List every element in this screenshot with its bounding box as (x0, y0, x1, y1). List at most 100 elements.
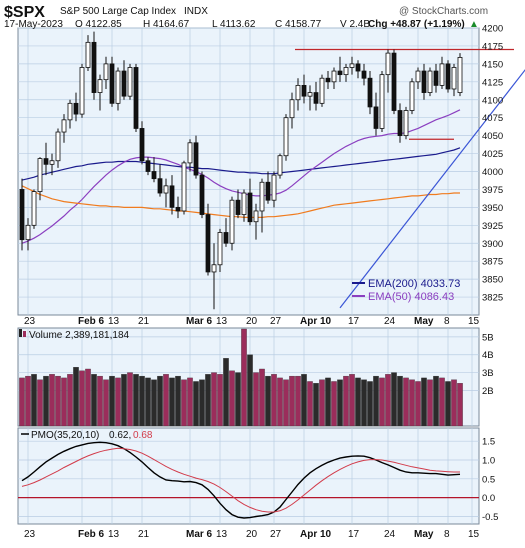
volume-bar (367, 381, 373, 427)
candle-body (67, 102, 73, 121)
volume-bar (19, 377, 25, 427)
candle-body (325, 77, 331, 83)
date-tick-label: 13 (216, 529, 228, 540)
candle-body (37, 158, 43, 192)
volume-bar (331, 381, 337, 427)
volume-bar (175, 375, 181, 427)
volume-label-box-2 (23, 331, 26, 337)
candle-body (451, 67, 457, 90)
date-tick-label: May (414, 316, 434, 327)
date-tick-label: 15 (468, 316, 480, 327)
candle-body (43, 158, 49, 165)
volume-bar (289, 375, 295, 427)
change-value: Chg +48.87 (+1.19%) (368, 19, 465, 30)
volume-bar (265, 375, 271, 427)
volume-y-axis: 2B 3B 4B 5B (482, 332, 494, 396)
volume-tick-label: 2B (482, 386, 494, 397)
volume-bar (193, 381, 199, 427)
pmo-tick-label: 1.0 (482, 456, 495, 467)
candle-body (331, 70, 337, 83)
volume-bar (283, 379, 289, 427)
date-tick-label: 17 (348, 529, 360, 540)
volume-bar (307, 381, 313, 427)
candle-body (277, 155, 283, 176)
candle-body (61, 119, 67, 133)
date-tick-label: 13 (108, 529, 120, 540)
candle-body (175, 206, 181, 212)
candle-body (109, 63, 115, 104)
candle-body (199, 174, 205, 215)
volume-bar (403, 377, 409, 427)
candle-body (127, 67, 133, 97)
date-label: 17-May-2023 (4, 19, 63, 30)
volume-bar (151, 379, 157, 427)
volume-tick-label: 3B (482, 368, 494, 379)
volume-tick-label: 5B (482, 332, 494, 343)
ema50-line (21, 109, 461, 244)
candle-body (247, 192, 253, 223)
volume-label-box (19, 329, 22, 337)
pmo-value-2: 0.68 (133, 430, 153, 441)
volume-tick-label: 4B (482, 350, 494, 361)
change-up-arrow-icon: ▲ (469, 19, 479, 30)
date-tick-label: 20 (246, 316, 258, 327)
orange-ma-line (21, 185, 460, 218)
volume-bar (205, 374, 211, 427)
price-y-axis: 3825 3850 3875 3900 3925 3950 3975 4000 4025 4050… (482, 24, 503, 304)
volume-bar (199, 379, 205, 427)
volume-bar (91, 374, 97, 427)
volume-bar (433, 375, 439, 427)
volume-label: Volume 2,389,181,184 (29, 330, 130, 341)
volume-bar (139, 375, 145, 427)
date-tick-label: 27 (270, 316, 282, 327)
candle-body (145, 160, 151, 172)
candle-body (223, 232, 229, 244)
date-tick-label: 8 (444, 316, 450, 327)
volume-bar (115, 377, 121, 427)
volume-bar (109, 375, 115, 427)
volume-value: V 2.4B (340, 19, 370, 30)
candle-body (115, 70, 121, 104)
date-tick-label: Feb 6 (78, 316, 105, 327)
pmo-line (21, 441, 461, 519)
index-name: S&P 500 Large Cap Index (60, 6, 176, 17)
candle-body (31, 191, 37, 226)
close-value: C 4158.77 (275, 19, 322, 30)
price-tick-label: 3975 (482, 185, 503, 196)
low-value: L 4113.62 (212, 19, 256, 30)
candle-body (415, 70, 421, 83)
candle-body (385, 52, 391, 76)
exchange-label: INDX (184, 6, 208, 17)
volume-bar (37, 379, 43, 427)
volume-bar (421, 377, 427, 427)
volume-bar (439, 377, 445, 427)
candle-body (439, 63, 445, 86)
volume-bar (391, 372, 397, 427)
volume-bar (415, 381, 421, 427)
candle-body (259, 181, 265, 212)
volume-bar (457, 383, 463, 427)
volume-bar (319, 379, 325, 427)
volume-bar (157, 375, 163, 427)
candle-body (181, 162, 187, 212)
candle-body (187, 142, 193, 164)
candle-body (319, 77, 325, 104)
pmo-tick-label: 1.5 (482, 437, 495, 448)
candle-body (349, 63, 355, 68)
date-tick-label: 24 (384, 316, 396, 327)
volume-bar (301, 374, 307, 427)
candle-body (211, 264, 217, 273)
candle-body (379, 74, 385, 129)
candle-body (19, 189, 25, 241)
candle-body (421, 70, 427, 93)
date-tick-label: 15 (468, 529, 480, 540)
candle-body (121, 70, 127, 97)
volume-bar (253, 372, 259, 427)
candle-body (283, 117, 289, 157)
watermark: @ StockCharts.com (399, 6, 488, 17)
candle-body (103, 63, 109, 81)
candle-body (367, 77, 373, 108)
volume-bar (241, 328, 247, 427)
volume-bar (451, 379, 457, 427)
candle-body (391, 52, 397, 111)
